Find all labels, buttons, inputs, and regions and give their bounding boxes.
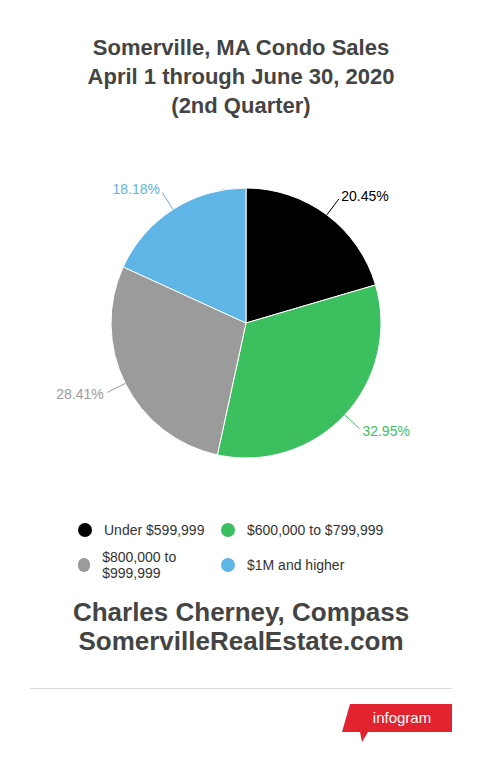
html-text:SomervilleRealEstate.com: SomervilleRealEstate.com [78, 626, 404, 656]
svg-text:32.95%: 32.95% [362, 423, 409, 439]
html-text:April 1 through June 30, 2020: April 1 through June 30, 2020 [87, 64, 395, 89]
html-text:$800,000 to $999,999: $800,000 to $999,999 [102, 548, 177, 581]
html-text:Under $599,999: Under $599,999 [104, 521, 205, 538]
html-text:(2nd Quarter): (2nd Quarter) [171, 93, 311, 118]
svg-text:infogram: infogram [373, 709, 431, 726]
svg-text:20.45%: 20.45% [341, 188, 388, 204]
html-text:Somerville, MA Condo Sales: Somerville, MA Condo Sales [92, 35, 390, 60]
html-text:$600,000 to $799,999: $600,000 to $799,999 [247, 521, 384, 538]
html-text:$1M and higher: $1M and higher [247, 556, 345, 573]
svg-text:28.41%: 28.41% [56, 386, 103, 402]
html-text:Charles Cherney, Compass: Charles Cherney, Compass [72, 597, 410, 627]
svg-text:18.18%: 18.18% [113, 181, 160, 197]
